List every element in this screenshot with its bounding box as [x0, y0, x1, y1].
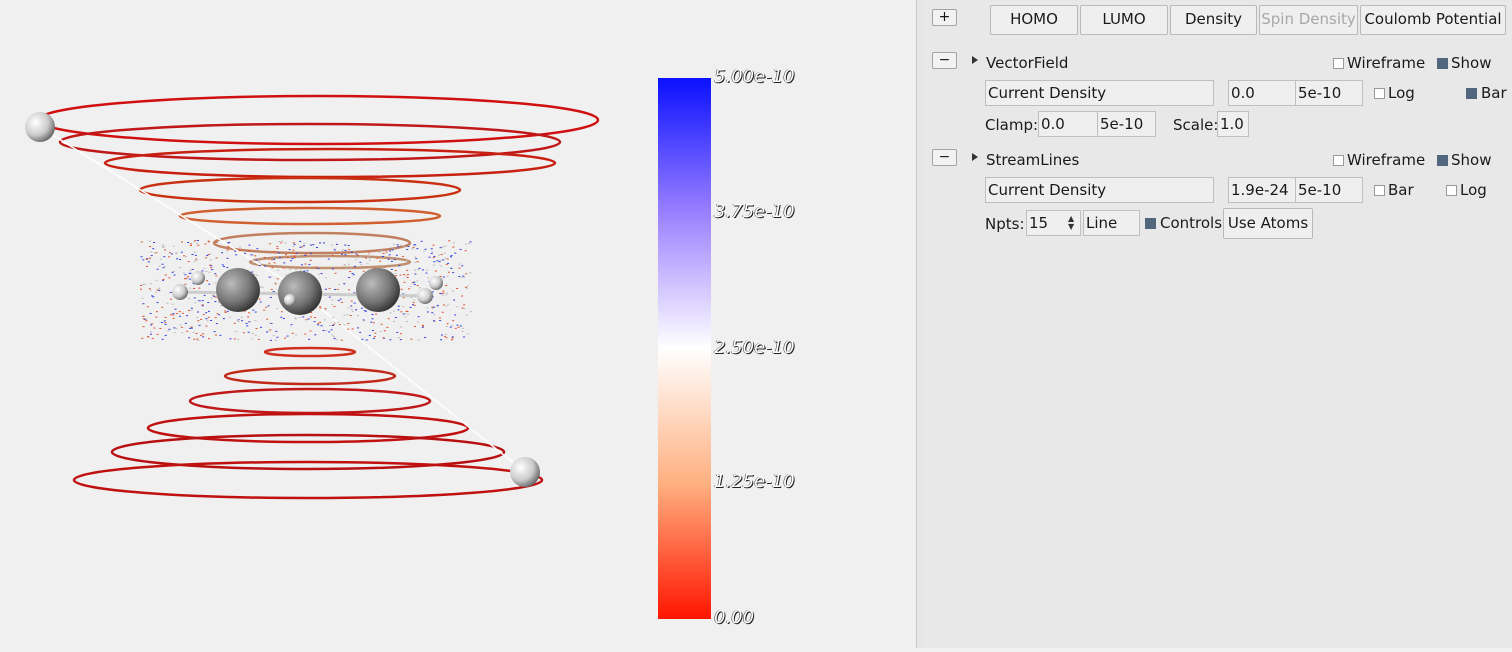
- streamline: [110, 433, 506, 471]
- vectorfield-bar-checkbox[interactable]: [1466, 88, 1477, 99]
- hydrogen-atom: [284, 294, 296, 306]
- colorbar-tick: 5.00e-10: [714, 66, 795, 87]
- vectorfield-log-checkbox[interactable]: [1374, 88, 1385, 99]
- carbon-atom: [278, 271, 322, 315]
- spin-arrows-icon[interactable]: ▲ ▼: [1068, 214, 1075, 231]
- controls-label: Controls: [1160, 214, 1223, 232]
- molecule-scene[interactable]: [0, 0, 916, 648]
- log-label: Log: [1388, 84, 1415, 102]
- 3d-viewport[interactable]: 5.00e-10 3.75e-10 2.50e-10 1.25e-10 0.00: [0, 0, 916, 648]
- streamlines-max-input[interactable]: 5e-10: [1295, 177, 1363, 203]
- lumo-button[interactable]: LUMO: [1080, 5, 1168, 35]
- vectorfield-title: VectorField: [986, 54, 1069, 72]
- hydrogen-atom: [429, 276, 443, 290]
- vectorfield-quantity-select[interactable]: Current Density: [985, 80, 1214, 106]
- vectorfield-show-checkbox[interactable]: [1437, 58, 1448, 69]
- hydrogen-atom: [510, 457, 540, 487]
- streamline: [146, 412, 470, 444]
- streamline: [223, 366, 397, 386]
- streamlines-quantity-select[interactable]: Current Density: [985, 177, 1214, 203]
- streamline: [36, 94, 600, 146]
- colorbar: [658, 78, 711, 619]
- log-label: Log: [1460, 181, 1487, 199]
- colorbar-tick: 1.25e-10: [714, 471, 795, 492]
- streamline: [72, 460, 544, 500]
- streamline: [138, 176, 462, 204]
- wireframe-label: Wireframe: [1347, 151, 1426, 169]
- hydrogen-atom: [172, 284, 188, 300]
- streamline: [212, 231, 412, 255]
- expand-arrow-icon[interactable]: [972, 153, 978, 161]
- expand-arrow-icon[interactable]: [972, 56, 978, 64]
- hydrogen-atom: [25, 112, 55, 142]
- streamlines-collapse-button[interactable]: −: [932, 149, 957, 166]
- controls-checkbox[interactable]: [1145, 218, 1156, 229]
- streamlines-bar-checkbox[interactable]: [1374, 185, 1385, 196]
- streamline-mode-select[interactable]: Line: [1083, 210, 1140, 236]
- vectorfield-max-input[interactable]: 5e-10: [1295, 80, 1363, 106]
- streamlines-log-checkbox[interactable]: [1446, 185, 1457, 196]
- streamline: [248, 254, 412, 270]
- colorbar-tick: 3.75e-10: [714, 201, 795, 222]
- spin-density-button: Spin Density: [1259, 5, 1358, 35]
- streamline: [263, 346, 357, 358]
- npts-label: Npts:: [985, 215, 1025, 233]
- streamline: [178, 206, 442, 226]
- show-label: Show: [1451, 54, 1492, 72]
- npts-spinbox[interactable]: 15: [1026, 210, 1081, 236]
- clamp-min-input[interactable]: 0.0: [1038, 111, 1098, 137]
- streamlines-min-input[interactable]: 1.9e-24: [1228, 177, 1296, 203]
- vectorfield-min-input[interactable]: 0.0: [1228, 80, 1296, 106]
- properties-panel: + HOMO LUMO Density Spin Density Coulomb…: [922, 0, 1512, 648]
- hydrogen-atom: [191, 271, 205, 285]
- clamp-label: Clamp:: [985, 116, 1039, 134]
- vectorfield-wireframe-checkbox[interactable]: [1333, 58, 1344, 69]
- homo-button[interactable]: HOMO: [990, 5, 1078, 35]
- carbon-atom: [356, 268, 400, 312]
- scale-label: Scale:: [1173, 116, 1219, 134]
- bond: [299, 291, 526, 473]
- show-label: Show: [1451, 151, 1492, 169]
- streamlines-show-checkbox[interactable]: [1437, 155, 1448, 166]
- clamp-max-input[interactable]: 5e-10: [1097, 111, 1156, 137]
- wireframe-label: Wireframe: [1347, 54, 1426, 72]
- use-atoms-button[interactable]: Use Atoms: [1223, 208, 1313, 239]
- bar-label: Bar: [1481, 84, 1507, 102]
- coulomb-potential-button[interactable]: Coulomb Potential: [1360, 5, 1506, 35]
- colorbar-tick: 2.50e-10: [714, 337, 795, 358]
- streamlines-title: StreamLines: [986, 151, 1080, 169]
- streamline: [58, 122, 562, 162]
- bar-label: Bar: [1388, 181, 1414, 199]
- bond: [39, 126, 301, 291]
- scale-input[interactable]: 1.0: [1217, 111, 1249, 137]
- density-button[interactable]: Density: [1170, 5, 1257, 35]
- colorbar-tick: 0.00: [714, 607, 755, 628]
- vectorfield-collapse-button[interactable]: −: [932, 52, 957, 69]
- hydrogen-atom: [417, 288, 433, 304]
- streamline: [188, 387, 432, 415]
- expand-button[interactable]: +: [932, 9, 957, 26]
- panel-splitter[interactable]: [916, 0, 922, 648]
- streamlines-wireframe-checkbox[interactable]: [1333, 155, 1344, 166]
- streamline: [103, 147, 557, 179]
- carbon-atom: [216, 268, 260, 312]
